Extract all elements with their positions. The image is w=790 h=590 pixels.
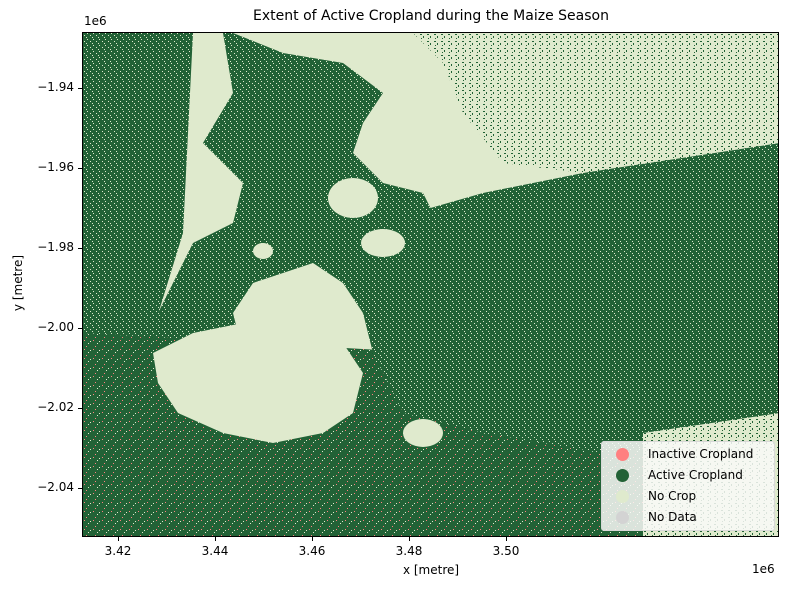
legend-label: No Crop xyxy=(648,489,697,503)
x-tick-label: 3.48 xyxy=(395,544,423,558)
y-tick-mark xyxy=(78,328,82,329)
y-tick-mark xyxy=(78,408,82,409)
legend-marker-icon xyxy=(616,447,629,461)
x-offset-label: 1e6 xyxy=(752,562,775,576)
y-tick-mark xyxy=(78,248,82,249)
x-tick-label: 3.44 xyxy=(201,544,229,558)
legend: Inactive Cropland Active Cropland No Cro… xyxy=(601,441,775,531)
x-tick-mark xyxy=(506,537,507,541)
x-tick-mark xyxy=(409,537,410,541)
legend-item-no-crop: No Crop xyxy=(610,486,696,506)
y-tick-mark xyxy=(78,88,82,89)
y-tick-label: −2.04 xyxy=(37,480,74,494)
y-tick-mark xyxy=(78,168,82,169)
x-tick-label: 3.46 xyxy=(298,544,326,558)
y-tick-label: −1.94 xyxy=(37,80,74,94)
x-tick-label: 3.42 xyxy=(104,544,132,558)
x-tick-mark xyxy=(215,537,216,541)
x-axis-label: x [metre] xyxy=(402,563,460,577)
legend-label: Inactive Cropland xyxy=(648,447,754,461)
legend-marker-icon xyxy=(616,468,629,482)
y-tick-mark xyxy=(78,488,82,489)
legend-item-active-cropland: Active Cropland xyxy=(610,465,743,485)
legend-marker-icon xyxy=(616,510,629,524)
legend-item-no-data: No Data xyxy=(610,507,697,527)
chart-title: Extent of Active Cropland during the Mai… xyxy=(253,8,609,24)
legend-label: Active Cropland xyxy=(648,468,743,482)
x-tick-mark xyxy=(312,537,313,541)
x-tick-mark xyxy=(118,537,119,541)
y-tick-label: −1.98 xyxy=(37,240,74,254)
y-tick-label: −1.96 xyxy=(37,160,74,174)
y-tick-label: −2.00 xyxy=(37,320,74,334)
y-tick-label: −2.02 xyxy=(37,400,74,414)
x-tick-label: 3.50 xyxy=(492,544,520,558)
y-offset-label: 1e6 xyxy=(84,14,107,28)
legend-marker-icon xyxy=(616,489,629,503)
legend-item-inactive-cropland: Inactive Cropland xyxy=(610,444,753,464)
legend-label: No Data xyxy=(648,510,697,524)
y-axis-label: y [metre] xyxy=(11,254,25,312)
